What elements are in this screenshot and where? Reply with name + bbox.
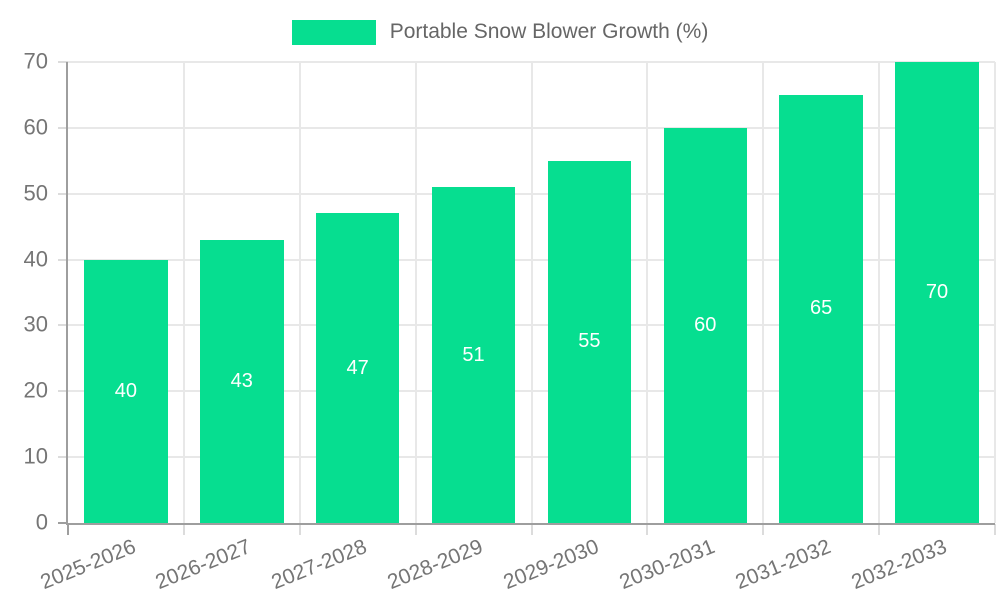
gridline-x-2 [298,62,301,523]
y-axis-label-30: 30 [23,311,48,337]
gridline-x-7 [878,62,881,523]
y-axis-label-70: 70 [23,48,48,74]
y-axis-label-0: 0 [35,509,48,535]
gridline-x-8 [994,62,996,523]
x-axis-tick-0 [67,524,69,535]
bar-2028-2029: 51 [431,187,516,523]
bar-value-label: 51 [462,343,485,366]
y-axis-tick-20 [58,390,68,393]
bar-2026-2027: 43 [200,239,284,523]
y-axis-label-60: 60 [23,114,48,140]
x-axis-tick-1 [182,524,185,535]
x-axis-tick-6 [762,524,765,535]
x-axis-label-2028-2029: 2028-2029 [384,535,487,594]
x-axis-label-2032-2033: 2032-2033 [847,535,950,594]
x-axis-tick-7 [878,524,881,535]
bar-value-label: 43 [230,369,253,392]
x-axis-tick-3 [414,524,417,535]
legend-label: Portable Snow Blower Growth (%) [389,20,709,43]
bar-2027-2028: 47 [315,213,400,523]
x-axis-label-2030-2031: 2030-2031 [616,535,718,594]
x-axis-tick-8 [994,524,996,535]
bar-value-label: 47 [346,356,369,379]
y-axis-tick-0 [58,522,68,524]
gridline-x-4 [530,62,533,523]
gridline-x-3 [414,62,417,523]
y-axis-tick-70 [58,61,68,63]
bar-2032-2033: 70 [895,62,979,523]
chart-legend: Portable Snow Blower Growth (%) [0,17,1000,47]
y-axis-tick-10 [58,456,68,459]
y-axis-label-10: 10 [23,443,48,469]
bar-value-label: 60 [694,313,717,336]
y-axis-tick-60 [58,126,68,129]
gridline-x-5 [646,62,649,523]
x-axis-label-2026-2027: 2026-2027 [152,535,255,594]
x-axis-tick-4 [530,524,533,535]
bar-2025-2026: 40 [84,259,168,523]
y-axis-label-20: 20 [23,377,48,403]
legend-swatch [291,19,376,45]
plot-area: 40 43 47 51 55 60 65 70 [68,61,996,523]
x-axis-label-2029-2030: 2029-2030 [500,535,603,594]
bar-value-label: 55 [578,330,601,353]
x-axis-tick-2 [298,524,301,535]
x-axis-tick-5 [646,524,649,535]
x-axis-label-2025-2026: 2025-2026 [36,535,139,594]
bar-2031-2032: 65 [779,94,863,523]
y-axis-label-40: 40 [23,246,48,272]
y-axis-tick-30 [58,324,68,327]
y-axis-line [66,62,68,525]
bar-2029-2030: 55 [547,160,632,523]
legend-item[interactable]: Portable Snow Blower Growth (%) [291,19,709,45]
gridline-x-6 [762,62,765,523]
gridline-x-1 [182,62,185,523]
y-axis-tick-50 [58,192,68,195]
x-axis-label-2027-2028: 2027-2028 [268,535,371,594]
bar-value-label: 40 [114,379,138,402]
bar-value-label: 70 [925,281,949,303]
y-axis-label-50: 50 [23,180,48,206]
x-axis-label-2031-2032: 2031-2032 [732,535,834,594]
y-axis-tick-40 [58,258,68,261]
x-axis-line [66,523,995,525]
bar-2030-2031: 60 [663,127,748,523]
bar-value-label: 65 [810,297,833,320]
